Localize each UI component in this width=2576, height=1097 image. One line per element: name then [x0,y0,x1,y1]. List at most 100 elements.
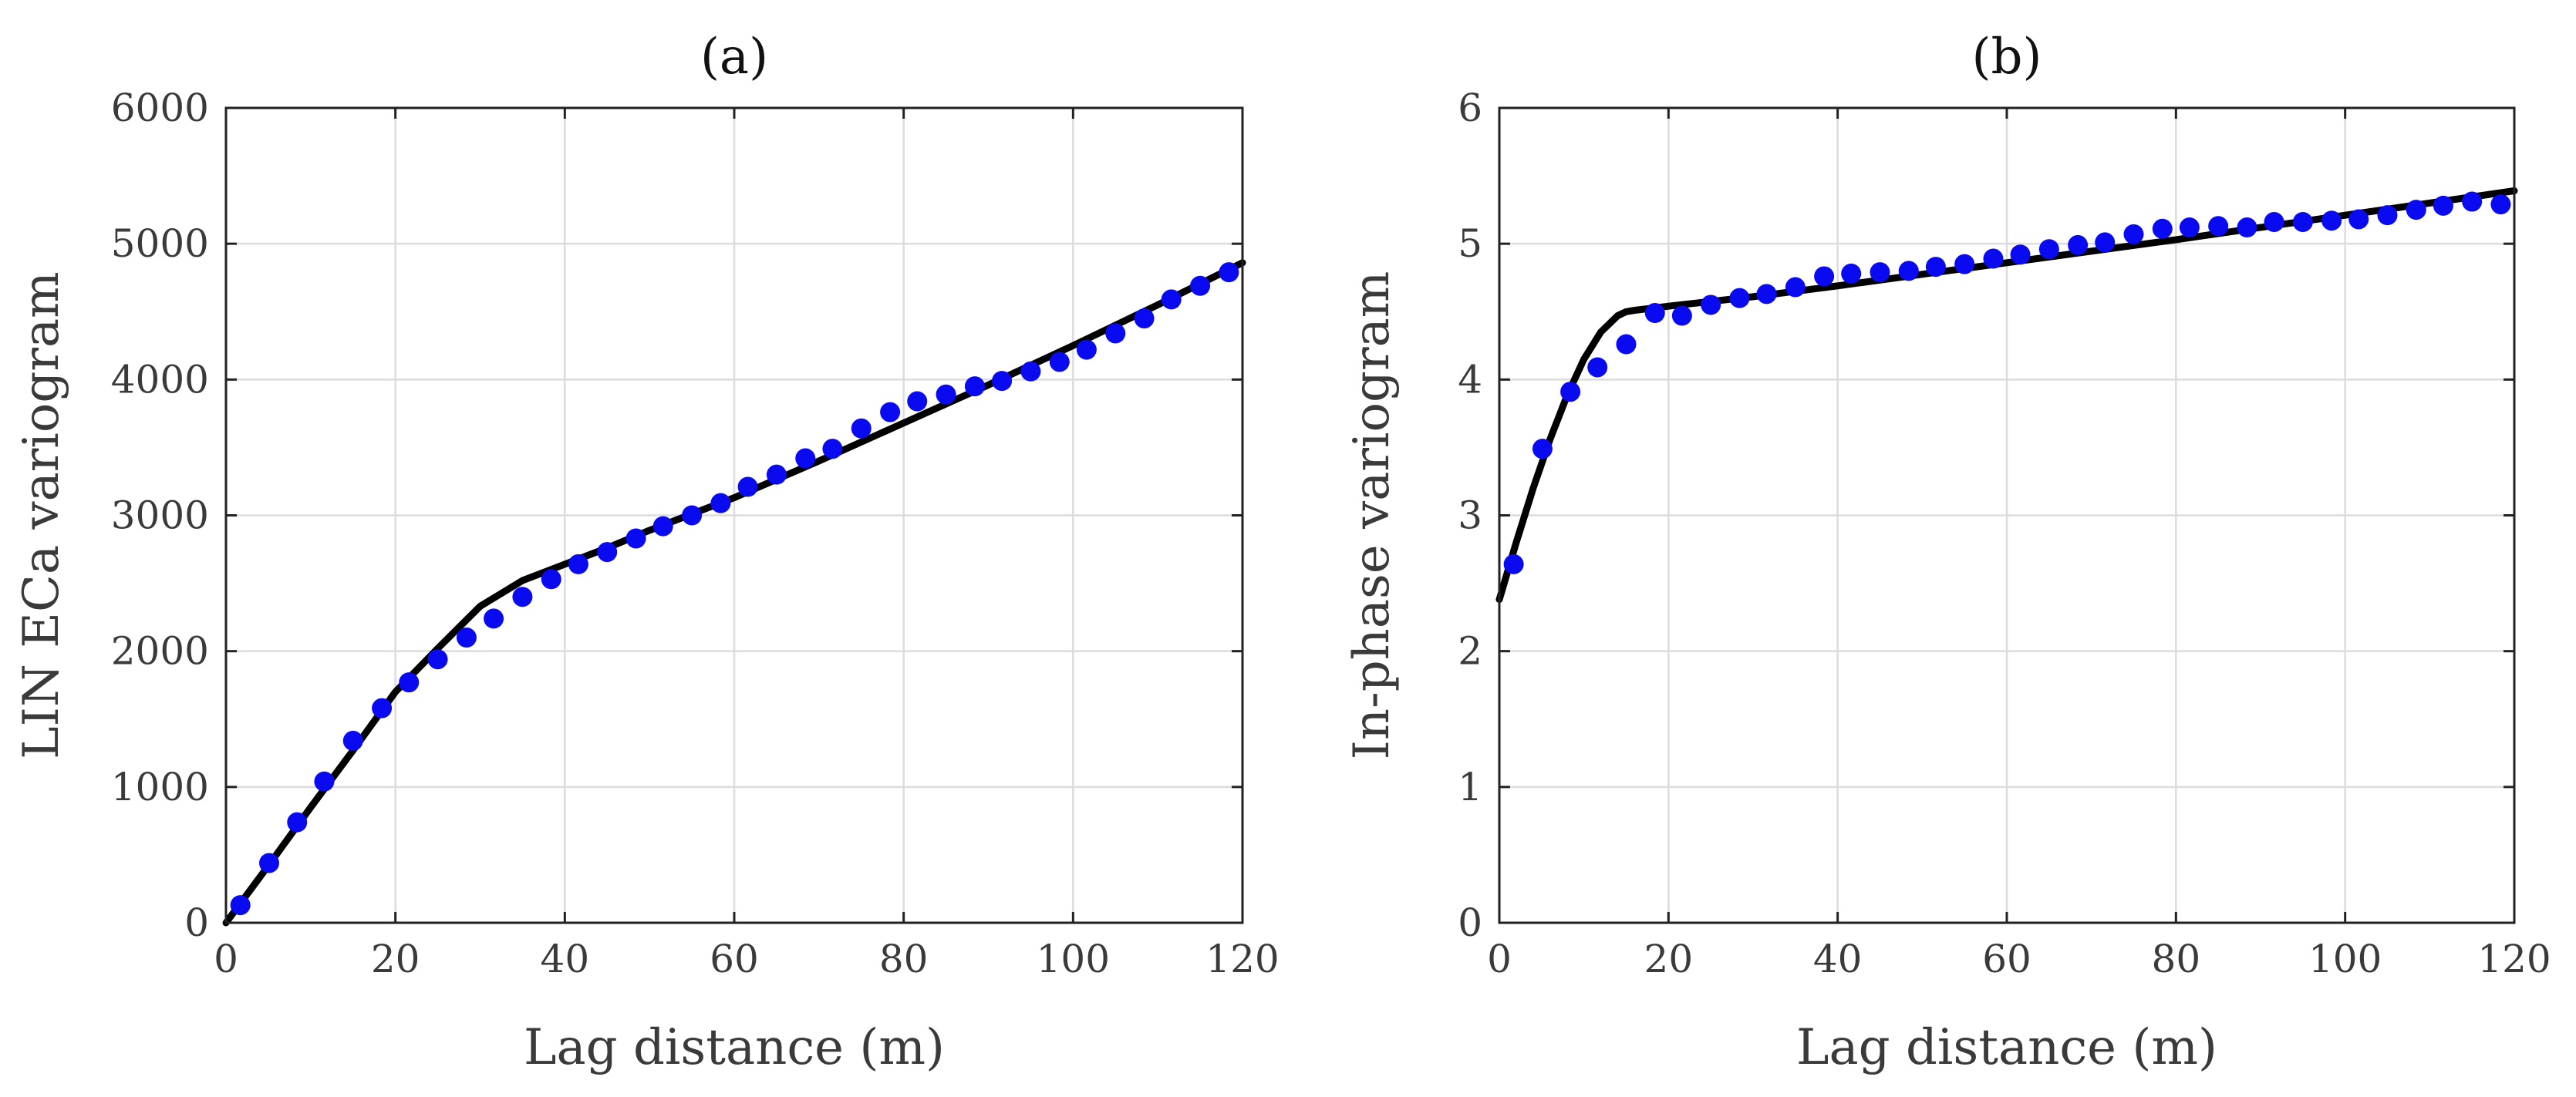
data-point [287,812,308,833]
y-tick-label: 2 [1458,629,1482,674]
data-point [314,771,335,792]
data-point [822,439,843,459]
y-tick-label: 6000 [111,86,209,130]
y-tick-label: 4 [1458,357,1482,402]
x-tick-label: 120 [2477,937,2551,981]
data-point [1701,294,1721,315]
y-tick-label: 3000 [111,493,209,538]
data-point [427,649,448,670]
data-point [399,672,420,693]
data-point [795,448,816,469]
data-point [597,542,618,563]
y-tick-label: 0 [1458,900,1482,945]
data-point [907,391,928,412]
data-point [456,628,477,648]
data-point [1587,357,1608,378]
data-point [1219,262,1239,283]
data-point [2179,217,2200,238]
y-tick-label: 1000 [111,765,209,809]
data-point [2377,205,2398,226]
data-point [2237,217,2257,238]
y-tick-label: 0 [184,900,209,945]
data-point [1671,305,1692,326]
data-point [2292,211,2313,232]
x-tick-label: 60 [710,937,759,981]
data-point [1870,262,1890,283]
data-point [1756,284,1777,305]
data-point [1161,289,1182,310]
x-tick-label: 60 [1982,937,2031,981]
data-point [2038,239,2059,260]
data-point [1616,334,1637,355]
data-point [1134,308,1155,329]
data-point [1925,257,1946,278]
data-point [682,505,703,526]
x-tick-label: 20 [371,937,420,981]
data-point [484,608,504,629]
data-point [541,569,561,590]
data-point [652,516,673,537]
data-point [372,698,393,718]
panel-a: 0 20 40 60 80 100 120 0 1000 2000 3000 4000 5000 6000… [13,29,1280,1076]
x-tick-label: 40 [1813,937,1863,981]
data-point [737,476,758,497]
y-tick-label: 3 [1458,493,1482,538]
panel-title: (a) [700,29,768,86]
data-point [2068,234,2089,255]
data-point [880,402,901,422]
data-point [1814,266,1835,287]
data-point [1983,248,2004,269]
x-tick-label: 20 [1644,937,1694,981]
data-point [1644,303,1665,324]
x-tick-label: 0 [1487,937,1512,981]
data-point [766,464,787,485]
data-point [2095,232,2116,253]
x-axis-label: Lag distance (m) [1796,1019,2217,1076]
y-tick-label: 4000 [111,357,209,402]
y-tick-label: 5 [1458,221,1482,266]
plot-frame [1498,106,2516,924]
panel-title: (b) [1972,29,2042,86]
data-point [1898,261,1919,281]
data-point [259,853,280,873]
data-point [2152,218,2173,239]
data-point [2490,194,2511,215]
data-point [342,730,363,751]
data-point [2208,216,2229,237]
data-point [1105,323,1126,344]
data-point [625,528,646,549]
data-point [1729,288,1750,308]
x-tick-label: 0 [214,937,238,981]
data-point [230,895,251,916]
data-point [1532,439,1553,459]
y-tick-label: 1 [1458,765,1482,809]
data-point [2348,209,2369,230]
data-point [1076,339,1097,360]
data-point [2321,210,2342,231]
y-tick-label: 6 [1458,86,1482,130]
y-axis-label: LIN ECa variogram [13,271,70,759]
x-tick-label: 100 [1037,937,1110,981]
data-point [512,587,533,607]
data-point [1049,352,1070,372]
data-point [1785,277,1806,298]
data-point [710,493,731,513]
x-tick-label: 80 [2152,937,2201,981]
data-point [964,376,985,397]
data-point [568,554,588,574]
plot-frame [224,106,1244,924]
data-point [2010,244,2031,265]
x-axis-label: Lag distance (m) [524,1019,945,1076]
data-point [2462,191,2483,212]
data-point [936,384,956,405]
data-point [1560,382,1581,402]
data-point [2123,224,2144,244]
x-tick-label: 120 [1205,937,1279,981]
y-tick-label: 2000 [111,629,209,674]
data-point [851,418,872,439]
data-point [2264,211,2284,232]
x-tick-label: 100 [2308,937,2382,981]
y-axis-label: In-phase variogram [1344,271,1401,760]
data-point [1503,554,1524,574]
